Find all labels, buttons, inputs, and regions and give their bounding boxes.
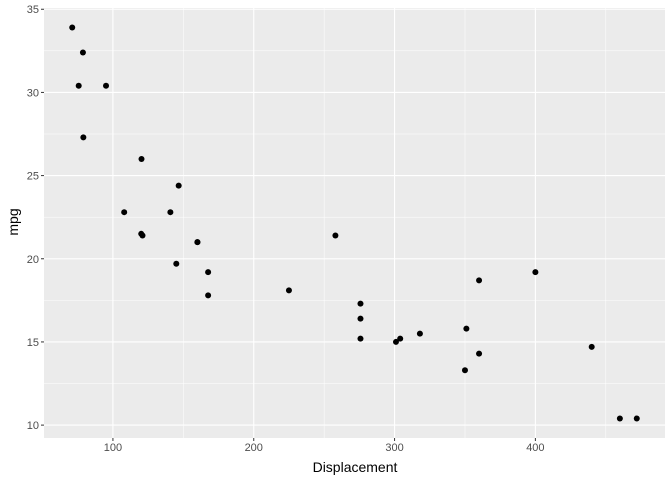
data-point [167, 209, 174, 216]
data-point [357, 335, 364, 342]
data-point [532, 269, 539, 276]
x-tick-label: 100 [104, 442, 122, 454]
data-point [75, 82, 82, 89]
data-point [461, 367, 468, 374]
data-point [392, 338, 399, 345]
y-tick-label: 25 [27, 171, 39, 183]
x-tick-label: 400 [526, 442, 544, 454]
data-point [476, 350, 483, 357]
y-tick-label: 30 [27, 87, 39, 99]
data-point [633, 415, 640, 422]
data-point [139, 232, 146, 239]
data-point [416, 330, 423, 337]
x-tick-label: 300 [385, 442, 403, 454]
y-axis-label: mpg [5, 208, 21, 235]
x-axis-label: Displacement [313, 459, 398, 475]
data-point [616, 415, 623, 422]
data-point [205, 292, 212, 299]
data-point [173, 260, 180, 267]
x-axis-ticks: 100 200 300 400 [104, 438, 545, 454]
y-tick-label: 35 [27, 4, 39, 16]
data-point [332, 232, 339, 239]
y-tick-label: 20 [27, 254, 39, 266]
data-point [476, 277, 483, 284]
data-point [285, 287, 292, 294]
y-tick-label: 10 [27, 420, 39, 432]
data-point [79, 49, 86, 56]
data-points [69, 24, 640, 422]
data-point [138, 155, 145, 162]
data-point [205, 269, 212, 276]
plot-panel [44, 8, 665, 438]
data-point [588, 343, 595, 350]
x-tick-label: 200 [245, 442, 263, 454]
data-point [121, 209, 128, 216]
data-point [194, 239, 201, 246]
data-point [80, 134, 87, 141]
data-point [175, 182, 182, 189]
data-point [463, 325, 470, 332]
grid-lines [44, 8, 665, 438]
data-point [69, 24, 76, 31]
data-point [357, 315, 364, 322]
data-point [397, 335, 404, 342]
y-axis-ticks: 10 15 20 25 30 35 [27, 4, 44, 432]
data-point [103, 82, 110, 89]
y-tick-label: 15 [27, 337, 39, 349]
data-point [357, 300, 364, 307]
